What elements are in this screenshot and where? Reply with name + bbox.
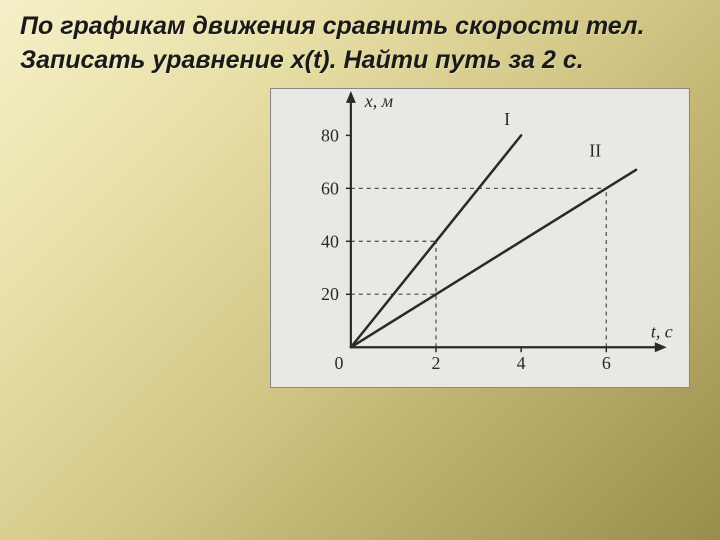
svg-text:20: 20 [321, 284, 339, 304]
svg-text:II: II [589, 141, 601, 161]
svg-text:2: 2 [432, 353, 441, 373]
svg-text:x, м: x, м [364, 91, 393, 111]
svg-text:0: 0 [334, 353, 343, 373]
svg-text:t, с: t, с [651, 321, 673, 341]
svg-text:4: 4 [517, 353, 526, 373]
svg-text:6: 6 [602, 353, 611, 373]
motion-chart: 204060802460x, мt, сIII [270, 88, 690, 388]
svg-text:60: 60 [321, 178, 339, 198]
problem-prompt: По графикам движения сравнить скорости т… [20, 10, 700, 78]
svg-text:40: 40 [321, 231, 339, 251]
svg-text:I: I [504, 109, 510, 129]
svg-text:80: 80 [321, 125, 339, 145]
chart-svg: 204060802460x, мt, сIII [271, 89, 689, 387]
